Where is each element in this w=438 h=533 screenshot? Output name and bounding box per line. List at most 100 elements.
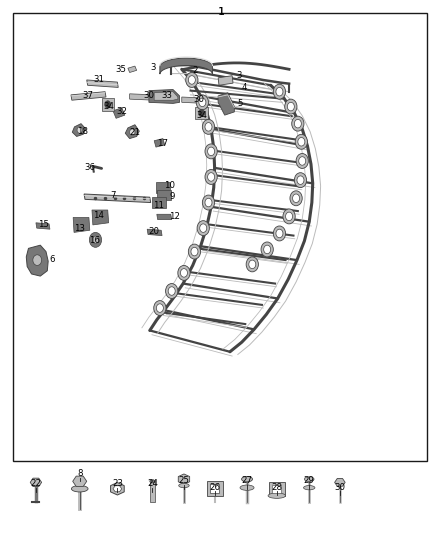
Circle shape [261,242,273,257]
Text: 22: 22 [30,480,42,488]
Polygon shape [195,107,208,119]
Circle shape [92,236,99,244]
Circle shape [299,157,306,165]
Polygon shape [218,93,234,115]
Circle shape [276,87,283,96]
Polygon shape [113,108,125,118]
Text: 21: 21 [129,128,141,136]
Text: 36: 36 [84,163,95,172]
Text: 3: 3 [151,63,156,71]
Circle shape [191,247,198,256]
Text: 35: 35 [115,65,126,74]
Circle shape [296,154,308,168]
Text: 5: 5 [237,99,243,108]
Ellipse shape [71,486,88,492]
Text: 20: 20 [148,228,160,236]
Circle shape [154,301,166,316]
Text: 27: 27 [241,477,253,485]
Polygon shape [156,182,170,193]
Text: 29: 29 [304,477,314,485]
Text: 9: 9 [169,192,174,200]
Polygon shape [71,92,106,100]
Circle shape [202,195,215,210]
Polygon shape [182,97,205,103]
Circle shape [199,98,206,107]
Circle shape [283,209,295,224]
Text: 33: 33 [162,92,173,100]
Polygon shape [102,98,114,111]
Circle shape [188,76,195,84]
Text: 13: 13 [74,224,85,232]
Text: 24: 24 [147,480,158,488]
Circle shape [33,255,42,265]
Circle shape [105,101,111,108]
Text: 18: 18 [77,127,88,135]
Circle shape [205,169,217,184]
Circle shape [197,221,209,236]
Polygon shape [72,124,86,136]
Circle shape [298,138,305,146]
Text: 12: 12 [169,212,180,221]
Polygon shape [178,474,190,484]
Text: 30: 30 [194,95,205,103]
Circle shape [200,224,207,232]
Text: 30: 30 [334,483,346,491]
Bar [13,13,427,461]
Circle shape [295,134,307,149]
Polygon shape [157,214,172,220]
Polygon shape [130,94,154,100]
Circle shape [202,119,215,134]
Circle shape [188,244,201,259]
Polygon shape [147,229,162,236]
Text: 32: 32 [116,108,127,116]
Text: 34: 34 [196,111,207,119]
Polygon shape [335,479,345,486]
Text: 25: 25 [178,477,190,485]
Circle shape [130,129,135,135]
Text: 2: 2 [192,66,198,75]
Text: 26: 26 [209,483,220,491]
Circle shape [198,109,205,117]
Polygon shape [30,478,42,487]
Circle shape [290,191,302,206]
Ellipse shape [150,480,155,483]
Text: 7: 7 [110,191,116,199]
Circle shape [297,176,304,184]
Circle shape [273,84,286,99]
Text: 31: 31 [93,76,104,84]
Ellipse shape [242,477,252,482]
Circle shape [156,304,163,312]
Circle shape [205,144,217,159]
Circle shape [186,72,198,87]
Ellipse shape [240,485,254,490]
Circle shape [276,229,283,238]
Text: 10: 10 [164,181,176,190]
Circle shape [208,173,215,181]
Polygon shape [36,223,50,229]
Text: 16: 16 [88,237,100,245]
Text: 11: 11 [153,201,164,210]
Text: 30: 30 [143,92,155,100]
Ellipse shape [304,477,314,482]
Circle shape [166,284,178,298]
Text: 15: 15 [38,221,49,229]
Circle shape [208,147,215,156]
Polygon shape [92,210,109,225]
Circle shape [286,212,293,221]
Text: 6: 6 [49,255,54,263]
Text: 28: 28 [271,483,283,491]
Ellipse shape [179,483,189,488]
Circle shape [285,99,297,114]
Ellipse shape [268,493,286,498]
Text: 17: 17 [157,140,169,148]
Circle shape [294,173,307,188]
Circle shape [246,257,258,272]
Circle shape [264,245,271,254]
Text: 3: 3 [236,71,241,80]
Circle shape [249,260,256,269]
Circle shape [180,269,187,277]
Polygon shape [154,139,165,147]
Circle shape [178,265,190,280]
Bar [272,485,281,493]
Circle shape [294,119,301,128]
